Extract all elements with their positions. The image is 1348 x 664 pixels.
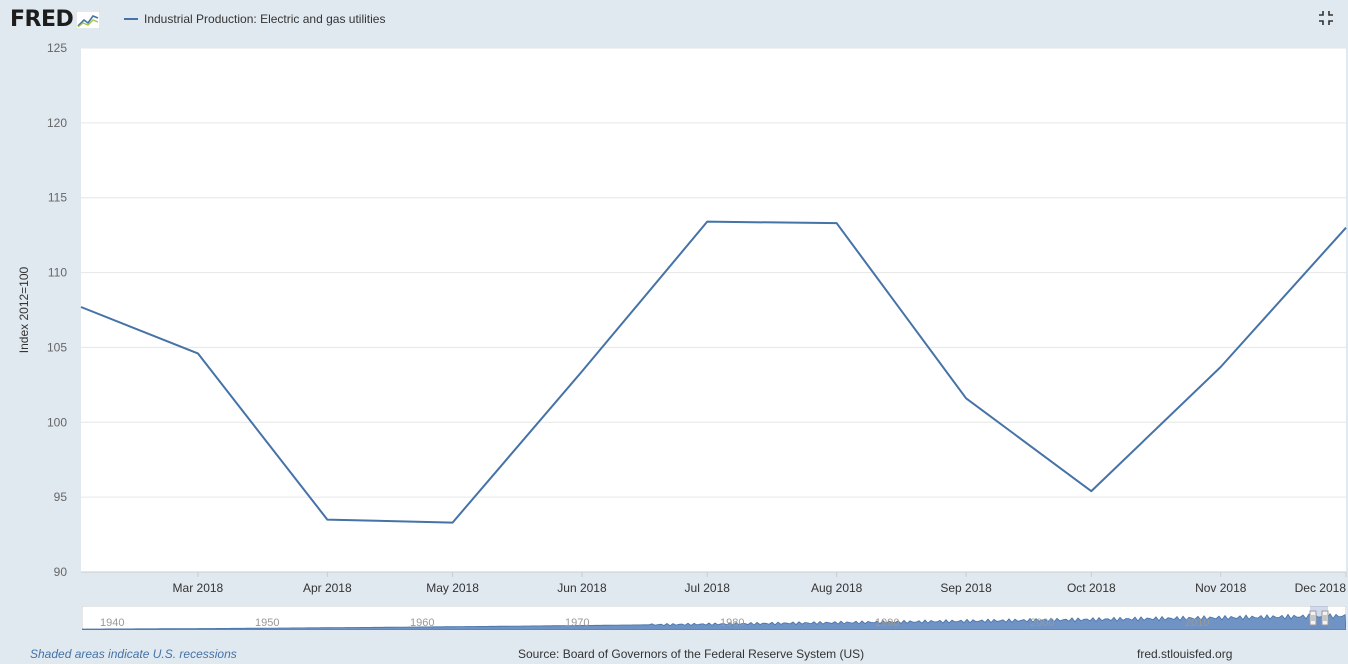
- navigator-tick-label: 1940: [100, 617, 124, 629]
- x-tick-label: Mar 2018: [173, 581, 224, 595]
- legend-label: Industrial Production: Electric and gas …: [144, 12, 386, 26]
- range-navigator[interactable]: 1940 1950 1960 1970 1980 1990 2000 2010: [82, 606, 1346, 630]
- x-tick-label: Dec 2018: [1295, 581, 1347, 595]
- series-group: [80, 220, 1347, 524]
- plot-area: [81, 48, 1346, 572]
- y-tick-label: 110: [48, 266, 67, 280]
- y-tick-label: 115: [48, 191, 67, 205]
- navigator-tick-label: 1990: [875, 617, 899, 629]
- chart-graph-icon: [76, 10, 101, 29]
- navigator-tick-label: 1950: [255, 617, 279, 629]
- x-tick-label: Jul 2018: [685, 581, 731, 595]
- source-text: Source: Board of Governors of the Federa…: [518, 647, 865, 661]
- x-tick-label: Jun 2018: [557, 581, 607, 595]
- y-tick-label: 90: [54, 565, 68, 579]
- navigator-tick-label: 2010: [1185, 617, 1209, 629]
- y-tick-label: 120: [47, 116, 67, 130]
- y-tick-label: 105: [47, 340, 67, 354]
- navigator-tick-labels: 1940 1950 1960 1970 1980 1990 2000 2010: [100, 617, 1209, 629]
- navigator-tick-label: 2000: [1030, 617, 1054, 629]
- legend-series-line: [124, 18, 138, 20]
- x-tick-label: Apr 2018: [303, 581, 352, 595]
- legend-item[interactable]: Industrial Production: Electric and gas …: [124, 12, 385, 26]
- y-tick-labels: 90 95 100 105 110 115 120 125: [47, 41, 67, 579]
- y-tick-label: 100: [47, 415, 67, 429]
- x-tick-labels: Mar 2018 Apr 2018 May 2018 Jun 2018 Jul 2018…: [173, 572, 1347, 595]
- site-link[interactable]: fred.stlouisfed.org: [1137, 647, 1233, 661]
- x-tick-label: Oct 2018: [1067, 581, 1116, 595]
- x-tick-label: Nov 2018: [1195, 581, 1247, 595]
- y-tick-label: 125: [47, 41, 67, 55]
- navigator-tick-label: 1970: [565, 617, 589, 629]
- x-tick-label: May 2018: [426, 581, 479, 595]
- y-tick-label: 95: [54, 490, 68, 504]
- fullscreen-exit-icon[interactable]: [1318, 10, 1334, 26]
- x-tick-label: Aug 2018: [811, 581, 863, 595]
- navigator-tick-label: 1980: [720, 617, 744, 629]
- grid-lines: [81, 47, 1346, 573]
- navigator-handle-left[interactable]: [1309, 610, 1317, 626]
- navigator-tick-label: 1960: [410, 617, 434, 629]
- navigator-area: [82, 613, 1346, 630]
- chart-header: FRED Industrial Production: Electric and…: [0, 0, 1348, 40]
- fred-logo-text: FRED: [10, 7, 74, 32]
- x-tick-label: Sep 2018: [940, 581, 992, 595]
- fred-logo[interactable]: FRED: [10, 7, 101, 32]
- navigator-handle-right[interactable]: [1321, 610, 1329, 626]
- recessions-note: Shaded areas indicate U.S. recessions: [30, 647, 237, 661]
- series-line: [80, 220, 1347, 524]
